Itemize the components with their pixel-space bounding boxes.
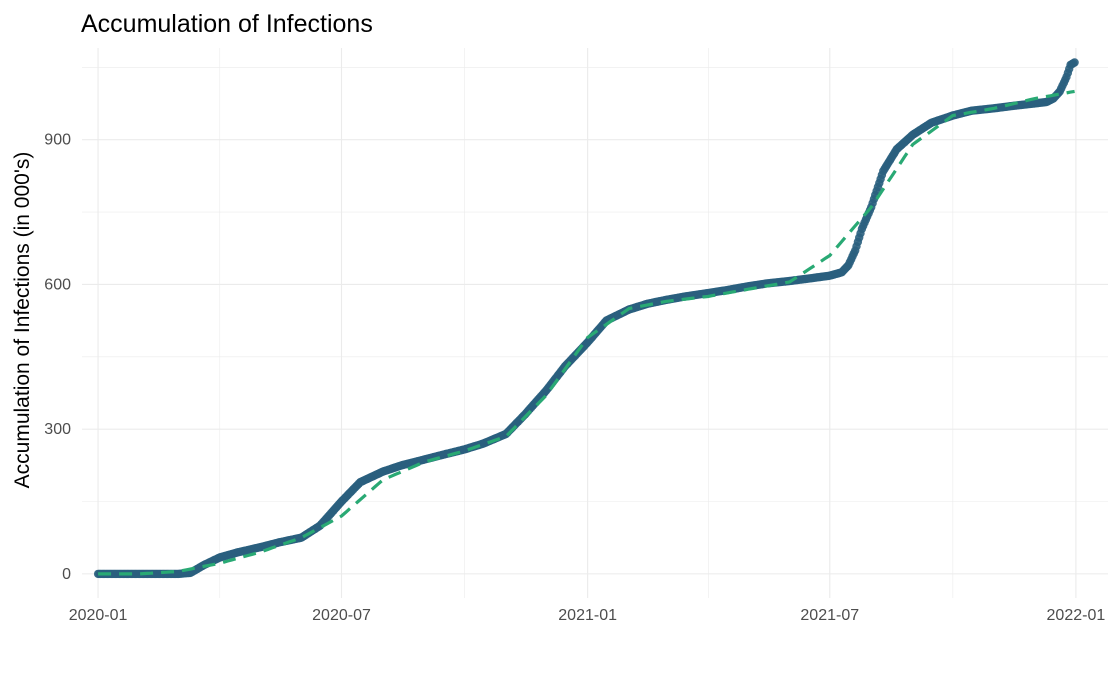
x-tick-label: 2021-01 (558, 607, 617, 624)
y-tick-label: 0 (62, 566, 71, 583)
points-layer (93, 58, 1079, 579)
x-tick-label: 2020-01 (69, 607, 128, 624)
chart-title: Accumulation of Infections (81, 10, 373, 38)
y-axis-ticks: 0 300 600 900 (44, 132, 71, 583)
x-axis-ticks: 2020-01 2020-07 2021-01 2021-07 2022-01 (69, 607, 1106, 624)
x-tick-label: 2021-07 (800, 607, 859, 624)
smooth-layer (98, 89, 1075, 576)
grid (82, 48, 1108, 598)
y-tick-label: 900 (44, 132, 71, 149)
smooth-line (98, 89, 1075, 576)
y-tick-label: 300 (44, 421, 71, 438)
data-point (1070, 58, 1079, 67)
y-tick-label: 600 (44, 276, 71, 293)
x-tick-label: 2022-01 (1047, 607, 1106, 624)
y-axis-label: Accumulation of Infections (in 000's) (11, 152, 34, 489)
x-tick-label: 2020-07 (312, 607, 371, 624)
